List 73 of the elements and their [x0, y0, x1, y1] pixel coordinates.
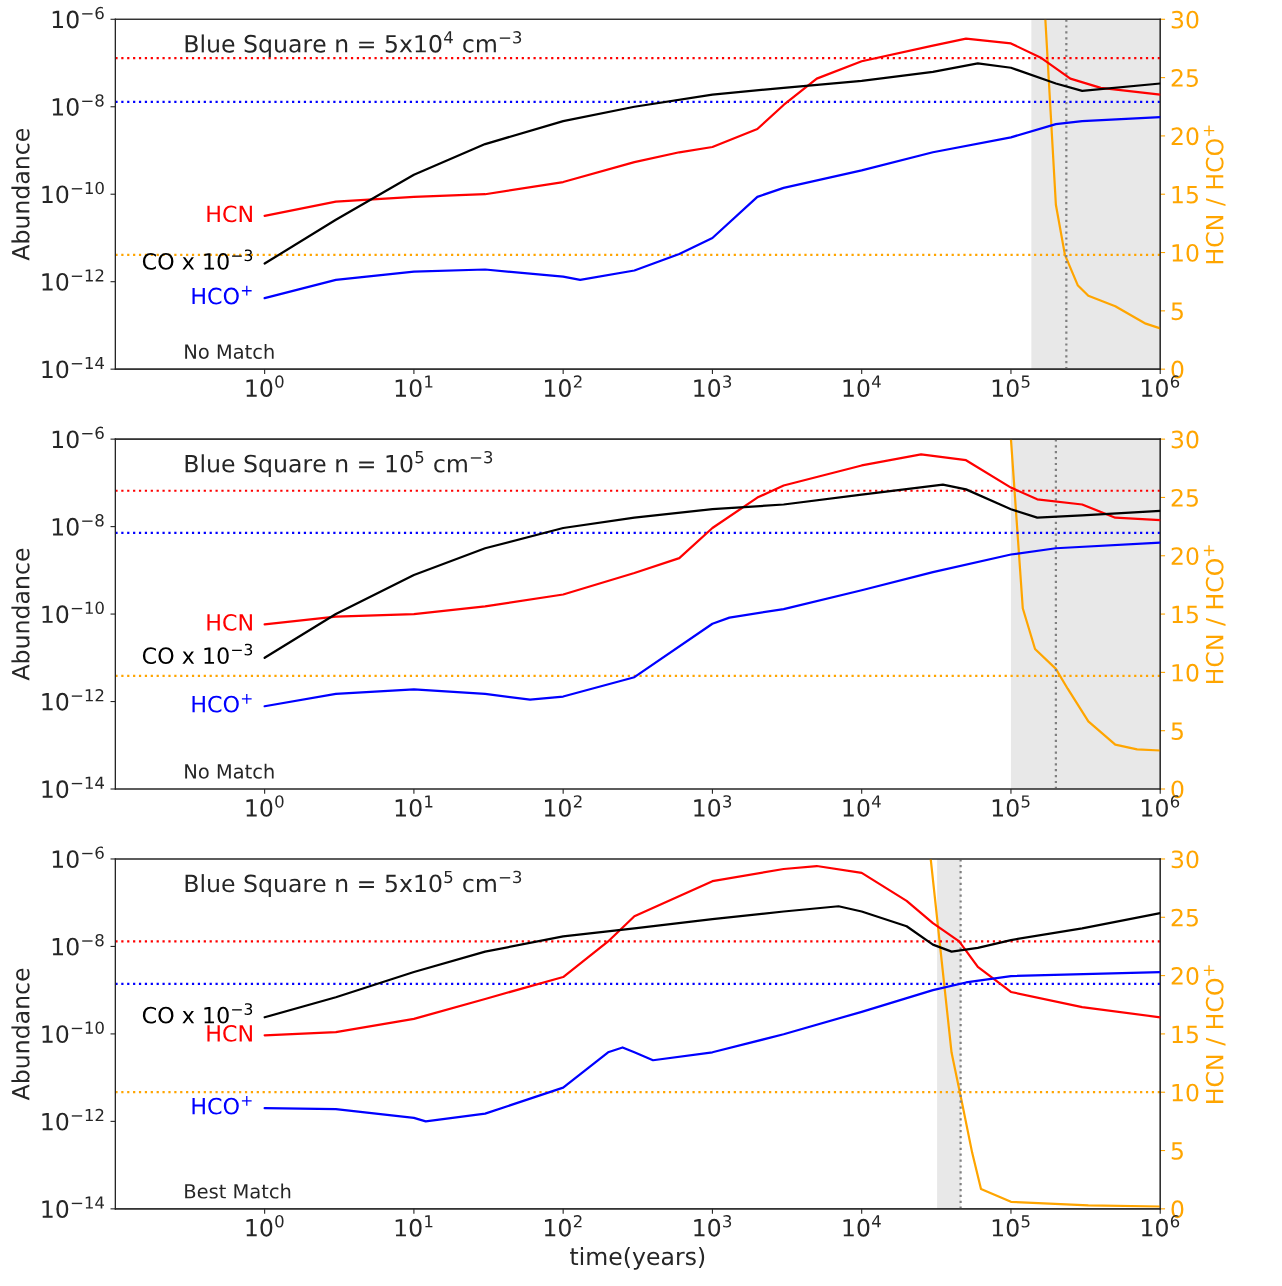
y2-tick-label: 20	[1171, 127, 1199, 146]
y2-tick-label: 30	[1171, 430, 1199, 449]
y2-axis-title: HCN / HCO$^{+}$	[1203, 125, 1226, 264]
y-tick-label: 10$^{−6}$	[52, 846, 104, 869]
x-tick-label: 10$^{5}$	[992, 1215, 1030, 1237]
y-tick-label: 10$^{−6}$	[52, 426, 104, 449]
y2-axis-title: HCN / HCO$^{+}$	[1203, 545, 1226, 684]
y2-tick-label: 15	[1172, 1025, 1198, 1044]
y-tick-label: 10$^{−14}$	[42, 1196, 105, 1218]
y-tick-label: 10$^{−10}$	[42, 181, 104, 204]
y2-tick-label: 30	[1171, 10, 1199, 29]
y-tick-label: 10$^{−8}$	[52, 933, 104, 956]
y2-tick-label: 25	[1171, 69, 1198, 87]
x-tick-label: 10$^{2}$	[544, 375, 582, 397]
y2-tick-label: 25	[1171, 488, 1198, 507]
series-label: HCO$^{+}$	[192, 285, 252, 305]
y-axis-title: Abundance	[11, 968, 30, 1101]
x-tick-label: 10$^{4}$	[843, 375, 881, 397]
x-tick-label: 10$^{0}$	[246, 375, 284, 397]
y-tick-label: 10$^{−12}$	[42, 689, 104, 711]
y-axis-title: Abundance	[11, 128, 30, 261]
y-tick-label: 10$^{−10}$	[42, 601, 104, 624]
y-tick-label: 10$^{−10}$	[42, 1021, 104, 1044]
x-tick-label: 10$^{3}$	[694, 1215, 732, 1237]
series-label: HCN	[207, 205, 252, 223]
y2-tick-label: 5	[1171, 302, 1183, 321]
y2-tick-label: 5	[1171, 1142, 1183, 1160]
x-tick-label: 10$^{5}$	[992, 375, 1030, 397]
x-tick-label: 10$^{1}$	[395, 1215, 433, 1237]
y2-tick-label: 5	[1171, 722, 1183, 740]
x-tick-label: 10$^{2}$	[544, 1215, 582, 1237]
series-label: HCO$^{+}$	[192, 1095, 252, 1115]
annotation: Best Match	[185, 1183, 291, 1199]
y2-tick-label: 15	[1172, 605, 1198, 624]
y2-axis-title: HCN / HCO$^{+}$	[1203, 965, 1226, 1103]
y-axis-title: Abundance	[11, 548, 30, 681]
x-tick-label: 10$^{4}$	[843, 795, 881, 817]
y2-tick-label: 20	[1171, 967, 1199, 985]
text: Blue Square n = 5x10$^{4}$ cm$^{−3}$	[185, 31, 522, 58]
x-tick-label: 10$^{3}$	[694, 795, 732, 817]
x-tick-label: 10$^{3}$	[694, 375, 732, 397]
y-tick-label: 10$^{−6}$	[52, 6, 104, 29]
series-label: HCO$^{+}$	[192, 693, 252, 713]
x-tick-label: 10$^{0}$	[246, 1215, 284, 1237]
x-axis-title: time(years)	[570, 1246, 705, 1270]
y2-tick-label: 10	[1172, 1083, 1199, 1102]
y-tick-label: 10$^{−12}$	[42, 1108, 104, 1131]
x-tick-label: 10$^{5}$	[992, 795, 1030, 817]
y2-tick-label: 25	[1171, 908, 1198, 927]
series-label: CO x 10$^{−3}$	[142, 643, 253, 665]
y-tick-label: 10$^{−14}$	[42, 356, 105, 379]
y2-tick-label: 10	[1172, 663, 1199, 682]
text: Blue Square n = 10$^{5}$ cm$^{−3}$	[185, 450, 493, 478]
y2-tick-label: 15	[1172, 185, 1198, 204]
x-tick-label: 10$^{2}$	[544, 795, 582, 817]
y-tick-label: 10$^{−12}$	[42, 269, 104, 291]
x-tick-label: 10$^{1}$	[395, 375, 433, 397]
text: Blue Square n = 5x10$^{5}$ cm$^{−3}$	[185, 870, 522, 897]
x-tick-label: 10$^{1}$	[395, 795, 433, 817]
annotation: No Match	[185, 763, 274, 779]
annotation: No Match	[185, 343, 274, 359]
series-label: CO x 10$^{−3}$	[142, 249, 253, 270]
series-label: HCN	[207, 1024, 252, 1042]
series-label: CO x 10$^{−3}$	[142, 1003, 253, 1024]
series-label: HCN	[207, 614, 252, 631]
y2-tick-label: 20	[1171, 547, 1199, 566]
x-tick-label: 10$^{4}$	[843, 1215, 881, 1237]
y2-tick-label: 30	[1171, 850, 1199, 869]
y-tick-label: 10$^{−14}$	[42, 776, 105, 799]
y2-tick-label: 10	[1172, 243, 1199, 262]
y-tick-label: 10$^{−8}$	[52, 94, 104, 116]
x-tick-label: 10$^{0}$	[246, 795, 284, 817]
y-tick-label: 10$^{−8}$	[52, 514, 104, 536]
